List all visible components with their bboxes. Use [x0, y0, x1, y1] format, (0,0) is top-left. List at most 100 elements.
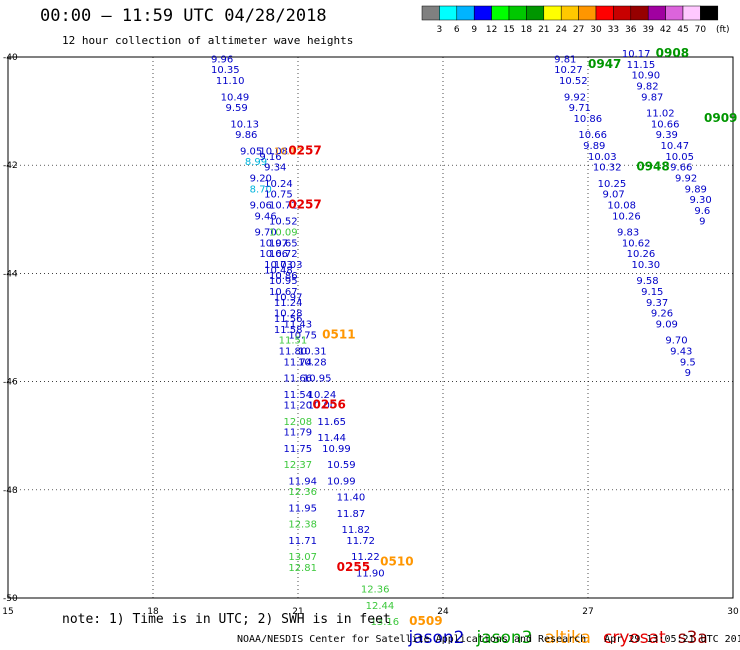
wave-height-label: 9.05 — [240, 146, 262, 157]
wave-height-label: 12.44 — [366, 601, 395, 612]
wave-height-label: 9.96 — [211, 54, 233, 65]
wave-height-label: 10.66 — [651, 119, 680, 130]
wave-height-label: 10.62 — [622, 238, 651, 249]
wave-height-label: 10.52 — [559, 76, 588, 87]
wave-height-label: 9.43 — [670, 347, 692, 358]
wave-height-label: 11.95 — [288, 503, 317, 514]
colorbar-tick-label: 6 — [454, 25, 460, 35]
wave-height-label: 9.71 — [569, 103, 591, 114]
wave-height-label: 11.02 — [646, 109, 675, 120]
wave-height-label: 11.20 — [284, 401, 313, 412]
lat-tick-label: -50 — [3, 594, 18, 604]
colorbar-tick-label: 18 — [521, 25, 533, 35]
wave-height-label: 9.37 — [646, 298, 668, 309]
colorbar-tick-label: 3 — [437, 25, 443, 35]
colorbar-tick-label: 70 — [695, 25, 707, 35]
satellite-legend-s3a: s3a — [677, 628, 708, 648]
wave-height-label: 10.97 — [259, 238, 288, 249]
wave-height-label: 12.36 — [361, 585, 390, 596]
wave-height-label: 9.82 — [636, 81, 658, 92]
wave-height-label: 10.75 — [288, 330, 317, 341]
colorbar-tick-label: 39 — [642, 25, 654, 35]
wave-height-label: 9.59 — [226, 103, 248, 114]
lat-tick-label: -48 — [3, 486, 18, 496]
wave-height-label: 10.05 — [665, 152, 694, 163]
lat-tick-label: -42 — [3, 161, 18, 171]
wave-height-label: 9.89 — [685, 184, 707, 195]
wave-height-label: 10.08 — [259, 146, 288, 157]
wave-height-label: 12.36 — [288, 487, 317, 498]
wave-height-label: 11.40 — [337, 493, 366, 504]
wave-height-label: 11.79 — [284, 428, 313, 439]
colorbar-tick-label: 27 — [573, 25, 584, 35]
wave-height-label: 10.03 — [274, 260, 303, 271]
lat-tick-label: -44 — [3, 269, 18, 279]
colorbar-tick-label: 33 — [608, 25, 619, 35]
wave-height-label: 9.92 — [675, 173, 697, 184]
wave-height-label: 11.94 — [288, 476, 317, 487]
wave-height-label: 9.39 — [656, 130, 678, 141]
pass-time-label: 0510 — [380, 555, 413, 569]
wave-height-label: 9.83 — [617, 228, 639, 239]
pass-time-label: 0256 — [313, 398, 346, 412]
wave-height-label: 9.09 — [656, 320, 678, 331]
wave-height-label: 10.75 — [264, 190, 293, 201]
wave-height-label: 10.97 — [274, 292, 303, 303]
wave-height-label: 9.70 — [255, 228, 277, 239]
page-title: 00:00 – 11:59 UTC 04/28/2018 — [40, 6, 327, 26]
wave-height-label: 9.34 — [264, 163, 286, 174]
wave-height-label: 10.03 — [588, 152, 617, 163]
satellite-legend-jason3: jason3 — [476, 628, 533, 648]
wave-height-label: 10.24 — [308, 390, 337, 401]
wave-height-label: 11.74 — [284, 357, 313, 368]
wave-height-label: 10.73 — [264, 260, 293, 271]
wave-height-label: 11.58 — [274, 325, 303, 336]
wave-height-label: 10.00 — [308, 401, 337, 412]
colorbar-tick-label: 15 — [503, 25, 514, 35]
satellite-legend-altika: altika — [544, 628, 591, 648]
wave-height-label: 10.67 — [269, 287, 298, 298]
wave-height-label: 11.90 — [356, 568, 385, 579]
wave-height-label: 10.99 — [322, 444, 351, 455]
wave-height-label: 10.95 — [269, 276, 298, 287]
wave-height-label: 10.30 — [632, 260, 661, 271]
wave-height-label: 11.72 — [346, 536, 375, 547]
wave-height-label: 11.80 — [279, 347, 308, 358]
wave-height-label: 11.10 — [216, 76, 245, 87]
wave-height-label: 12.81 — [288, 563, 317, 574]
wave-height-label: 11.15 — [627, 60, 656, 71]
lon-tick-label: 18 — [147, 607, 159, 617]
colorbar-tick-label: 9 — [471, 25, 477, 35]
wave-height-label: 10.52 — [269, 217, 298, 228]
wave-height-label: 11.43 — [284, 320, 313, 331]
colorbar-units: (ft) — [716, 25, 730, 35]
pass-time-label: 0255 — [337, 560, 370, 574]
page-subtitle: 12 hour collection of altimeter wave hei… — [62, 34, 354, 47]
wave-height-label: 10.95 — [303, 374, 332, 385]
pass-time-label: 0948 — [636, 160, 669, 174]
wave-height-label: 10.66 — [259, 249, 288, 260]
wave-height-label: 9.07 — [603, 190, 625, 201]
wave-height-label: 10.65 — [269, 238, 298, 249]
wave-height-label: 10.26 — [612, 211, 641, 222]
wave-height-label: 11.44 — [317, 433, 346, 444]
wave-height-label: 9.58 — [636, 276, 658, 287]
wave-height-label: 9.70 — [665, 336, 687, 347]
wave-height-label: 10.28 — [274, 309, 303, 320]
wave-height-label: 10.12 — [274, 146, 303, 157]
wave-height-label: 11.65 — [317, 417, 346, 428]
wave-height-label: 10.25 — [598, 179, 627, 190]
wave-height-label: 10.28 — [298, 357, 327, 368]
wave-height-label: 11.51 — [279, 336, 308, 347]
footnote: note: 1) Time is in UTC; 2) SWH is in fe… — [62, 612, 391, 627]
colorbar-tick-label: 42 — [660, 25, 671, 35]
wave-height-label: 12.37 — [284, 460, 313, 471]
wave-height-label: 11.22 — [351, 552, 380, 563]
wave-height-label: 9.89 — [583, 141, 605, 152]
satellite-legend: jason2 jason3 altika cryosat s3a — [388, 608, 720, 648]
wave-height-label: 11.71 — [288, 536, 317, 547]
wave-height-label: 8.99 — [245, 157, 267, 168]
satellite-legend-cryosat: cryosat — [602, 628, 666, 648]
map-frame — [7, 56, 734, 599]
wave-height-label: 10.35 — [211, 65, 240, 76]
